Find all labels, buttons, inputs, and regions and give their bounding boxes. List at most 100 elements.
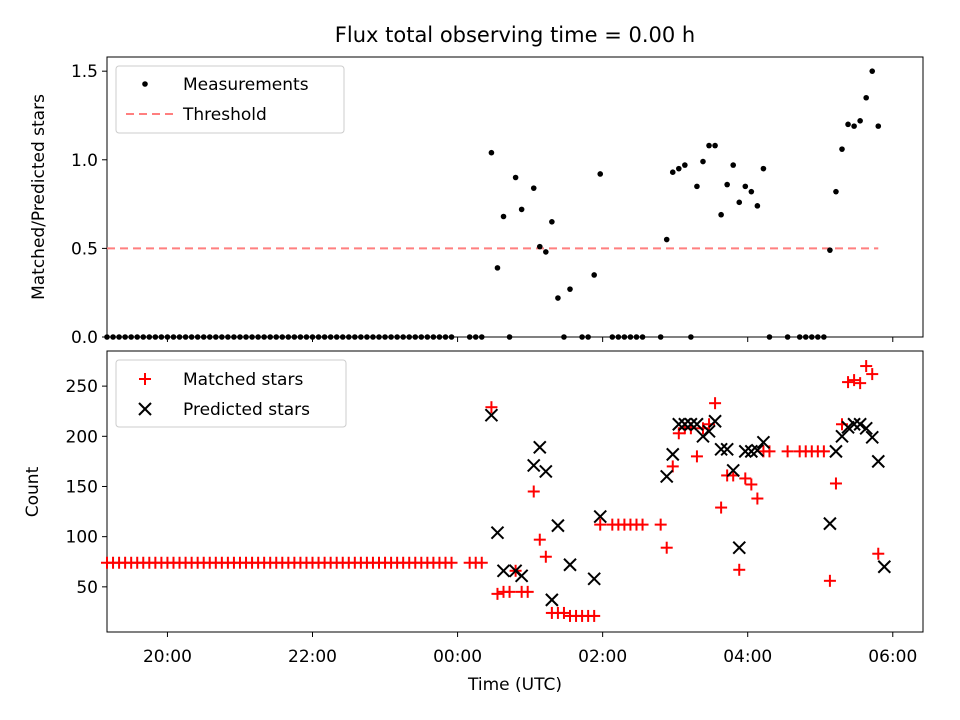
measurement-point bbox=[784, 334, 791, 340]
measurement-point bbox=[352, 334, 358, 340]
matched-star-point bbox=[666, 460, 679, 473]
figure-title: Flux total observing time = 0.00 h bbox=[335, 23, 695, 47]
matched-star-point bbox=[715, 501, 728, 514]
measurement-point bbox=[802, 334, 809, 340]
x-tick-label: 04:00 bbox=[723, 647, 772, 667]
measurement-point bbox=[436, 334, 443, 340]
measurement-point bbox=[669, 169, 676, 175]
measurement-point bbox=[406, 334, 413, 340]
measurement-point bbox=[315, 334, 322, 340]
measurement-point bbox=[609, 334, 616, 340]
x-tick-label: 00:00 bbox=[433, 647, 482, 667]
predicted-star-point bbox=[496, 564, 511, 578]
predicted-star-point bbox=[708, 414, 722, 428]
legend-threshold-label: Threshold bbox=[182, 105, 267, 125]
matched-star-point bbox=[733, 563, 746, 576]
predicted-star-point bbox=[877, 560, 892, 574]
matched-star-point bbox=[823, 574, 836, 587]
matched-star-point bbox=[485, 401, 498, 414]
predicted-star-point bbox=[527, 458, 541, 473]
top-panel-frame bbox=[106, 56, 924, 338]
measurement-point bbox=[104, 334, 110, 340]
measurement-point bbox=[412, 334, 419, 340]
measurement-point bbox=[339, 334, 346, 340]
matched-star-point bbox=[848, 374, 861, 387]
measurement-point bbox=[478, 334, 485, 340]
matched-star-point bbox=[503, 585, 516, 598]
top-y-tick-label: 0.0 bbox=[71, 328, 98, 348]
measurement-point bbox=[742, 183, 749, 190]
matched-star-point bbox=[475, 556, 488, 569]
legend-matched-label: Matched stars bbox=[183, 370, 303, 390]
legend-predicted-label: Predicted stars bbox=[183, 400, 310, 420]
bottom-panel-x-ticks: 20:00 22:00 00:00 02:00 04:00 06:00 bbox=[143, 632, 917, 667]
measurement-point bbox=[206, 334, 213, 340]
measurement-point bbox=[869, 68, 876, 74]
measurement-point bbox=[585, 334, 591, 340]
measurement-point bbox=[164, 334, 171, 340]
measurement-point bbox=[748, 188, 755, 195]
matched-star-point bbox=[817, 445, 830, 458]
top-panel: 0.0 0.5 1.0 1.5 Matched/Predicted stars Mea… bbox=[29, 56, 924, 348]
measurement-point bbox=[796, 334, 803, 340]
measurement-point bbox=[152, 334, 159, 340]
measurement-point bbox=[194, 334, 201, 340]
matched-star-point bbox=[709, 397, 722, 410]
measurement-point bbox=[472, 334, 479, 340]
measurement-point bbox=[863, 94, 869, 101]
measurement-point bbox=[382, 334, 388, 340]
measurement-point bbox=[821, 334, 827, 340]
predicted-star-point bbox=[829, 444, 843, 459]
predicted-star-point bbox=[514, 569, 529, 583]
measurement-point bbox=[424, 334, 431, 340]
predicted-star-point bbox=[684, 417, 698, 431]
measurement-point bbox=[839, 146, 845, 152]
predicted-star-point bbox=[551, 518, 565, 533]
bottom-panel-frame bbox=[106, 350, 924, 633]
measurement-point bbox=[808, 334, 815, 340]
measurement-point bbox=[303, 334, 310, 340]
matched-star-point bbox=[527, 485, 540, 498]
measurement-point bbox=[676, 165, 682, 172]
measurement-point bbox=[146, 334, 153, 340]
top-y-tick-label: 1.5 bbox=[71, 62, 98, 82]
measurement-point bbox=[730, 162, 737, 168]
measurement-point bbox=[851, 123, 857, 129]
predicted-star-point bbox=[563, 558, 577, 572]
predicted-star-point bbox=[865, 430, 879, 445]
matched-star-point bbox=[533, 533, 546, 546]
predicted-star-point bbox=[690, 417, 704, 431]
measurement-point bbox=[291, 334, 298, 340]
measurement-point bbox=[845, 121, 851, 128]
measurement-point bbox=[237, 334, 243, 340]
predicted-star-point bbox=[484, 408, 499, 422]
predicted-star-point bbox=[593, 509, 607, 524]
predicted-star-point bbox=[732, 540, 746, 555]
matched-star-point bbox=[654, 518, 667, 531]
measurement-point bbox=[116, 334, 122, 340]
predicted-star-point bbox=[726, 463, 740, 478]
measurement-point bbox=[388, 334, 394, 340]
predicted-star-point bbox=[859, 421, 873, 435]
measurement-point bbox=[333, 334, 340, 340]
measurement-point bbox=[506, 334, 513, 340]
measurement-point bbox=[273, 334, 280, 340]
measurement-point bbox=[170, 334, 177, 340]
measurement-point bbox=[682, 162, 688, 168]
predicted-star-point bbox=[678, 417, 692, 431]
matched-stars-series bbox=[101, 360, 885, 622]
measurement-point bbox=[549, 219, 555, 225]
measurement-point bbox=[663, 236, 670, 243]
predicted-star-point bbox=[660, 469, 674, 484]
measurement-point bbox=[760, 165, 767, 172]
measurement-point bbox=[597, 171, 604, 177]
measurement-point bbox=[712, 142, 718, 149]
x-tick-label: 22:00 bbox=[288, 647, 337, 667]
bottom-y-tick-label: 250 bbox=[66, 377, 98, 397]
measurement-point bbox=[657, 334, 664, 340]
bottom-y-tick-label: 50 bbox=[76, 578, 98, 598]
measurement-point bbox=[225, 334, 231, 340]
measurement-point bbox=[327, 334, 334, 340]
measurement-point bbox=[857, 117, 863, 124]
